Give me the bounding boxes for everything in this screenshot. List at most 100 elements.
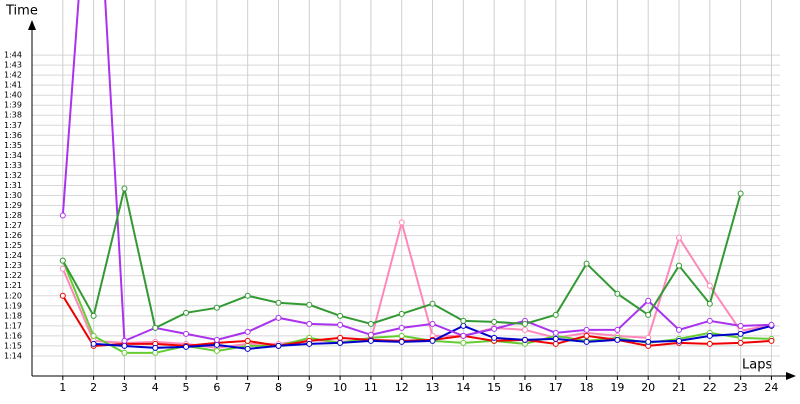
data-point [244,328,251,335]
y-tick-label: 1:42 [4,71,22,80]
data-point [429,337,436,344]
data-point [491,318,498,325]
data-point [398,324,405,331]
data-point [706,340,713,347]
chart-title: Time [5,4,38,19]
y-tick-label: 1:41 [4,81,22,90]
data-point [521,320,528,327]
data-point [244,292,251,299]
data-point [768,321,775,328]
data-point [90,332,97,339]
data-point [645,311,652,318]
data-point [614,336,621,343]
data-point [337,339,344,346]
data-point [213,336,220,343]
data-point [152,344,159,351]
x-tick-label: 9 [306,381,313,394]
y-tick-label: 1:26 [4,231,22,240]
data-point [460,339,467,346]
y-tick-label: 1:34 [4,151,22,160]
y-tick-label: 1:21 [4,281,22,290]
data-point [152,349,159,356]
data-point [90,312,97,319]
data-point [367,320,374,327]
data-point [429,300,436,307]
data-point [306,340,313,347]
y-tick-label: 1:18 [4,311,22,320]
data-point [337,312,344,319]
axes [28,20,796,380]
data-point [552,311,559,318]
x-tick-label: 23 [734,381,748,394]
data-point [121,342,128,349]
x-tick-label: 7 [244,381,251,394]
x-tick-label: 12 [395,381,409,394]
data-point [121,337,128,344]
data-point [491,325,498,332]
data-point [398,332,405,339]
data-point [460,322,467,329]
y-tick-label: 1:36 [4,131,22,140]
x-tick-label: 10 [333,381,347,394]
data-point [275,342,282,349]
x-tick-label: 4 [152,381,159,394]
y-tick-label: 1:27 [4,221,22,230]
data-point [552,335,559,342]
data-point [737,322,744,329]
data-point [59,265,66,272]
x-tick-label: 22 [703,381,717,394]
series-line [61,260,772,354]
series-line [61,0,772,343]
data-point [583,332,590,339]
data-point [614,290,621,297]
data-point [244,337,251,344]
data-point [244,345,251,352]
data-point [583,260,590,267]
y-tick-label: 1:20 [4,291,22,300]
x-tick-label: 11 [364,381,378,394]
data-point [183,343,190,350]
data-point [183,309,190,316]
x-tick-label: 24 [764,381,778,394]
y-tick-label: 1:19 [4,301,22,310]
y-axis-arrow [28,20,36,30]
data-point [337,334,344,341]
y-tick-label: 1:24 [4,251,22,260]
data-point [737,330,744,337]
data-point [152,324,159,331]
y-tick-label: 1:31 [4,181,22,190]
data-point [521,336,528,343]
data-point [306,301,313,308]
data-point [367,331,374,338]
y-tick-label: 1:16 [4,331,22,340]
y-tick-label: 1:14 [4,351,22,360]
data-point [183,330,190,337]
data-point [337,321,344,328]
data-point [121,185,128,192]
data-point [645,338,652,345]
x-tick-label: 13 [426,381,440,394]
x-tick-label: 1 [59,381,66,394]
x-tick-label: 18 [580,381,594,394]
data-point [59,212,66,219]
x-tick-label: 16 [518,381,532,394]
x-tick-label: 8 [275,381,282,394]
x-axis-label: Laps [742,358,772,373]
y-tick-label: 1:39 [4,101,22,110]
data-point [398,310,405,317]
x-tick-label: 17 [549,381,563,394]
x-tick-label: 5 [183,381,190,394]
y-tick-label: 1:38 [4,111,22,120]
y-tick-label: 1:23 [4,261,22,270]
data-point [90,340,97,347]
x-tick-label: 20 [641,381,655,394]
data-point [59,257,66,264]
y-tick-label: 1:15 [4,341,22,350]
data-point [213,341,220,348]
y-tick-label: 1:17 [4,321,22,330]
y-tick-label: 1:25 [4,241,22,250]
y-tick-label: 1:29 [4,201,22,210]
data-point [367,337,374,344]
x-tick-label: 14 [456,381,470,394]
data-point [275,299,282,306]
